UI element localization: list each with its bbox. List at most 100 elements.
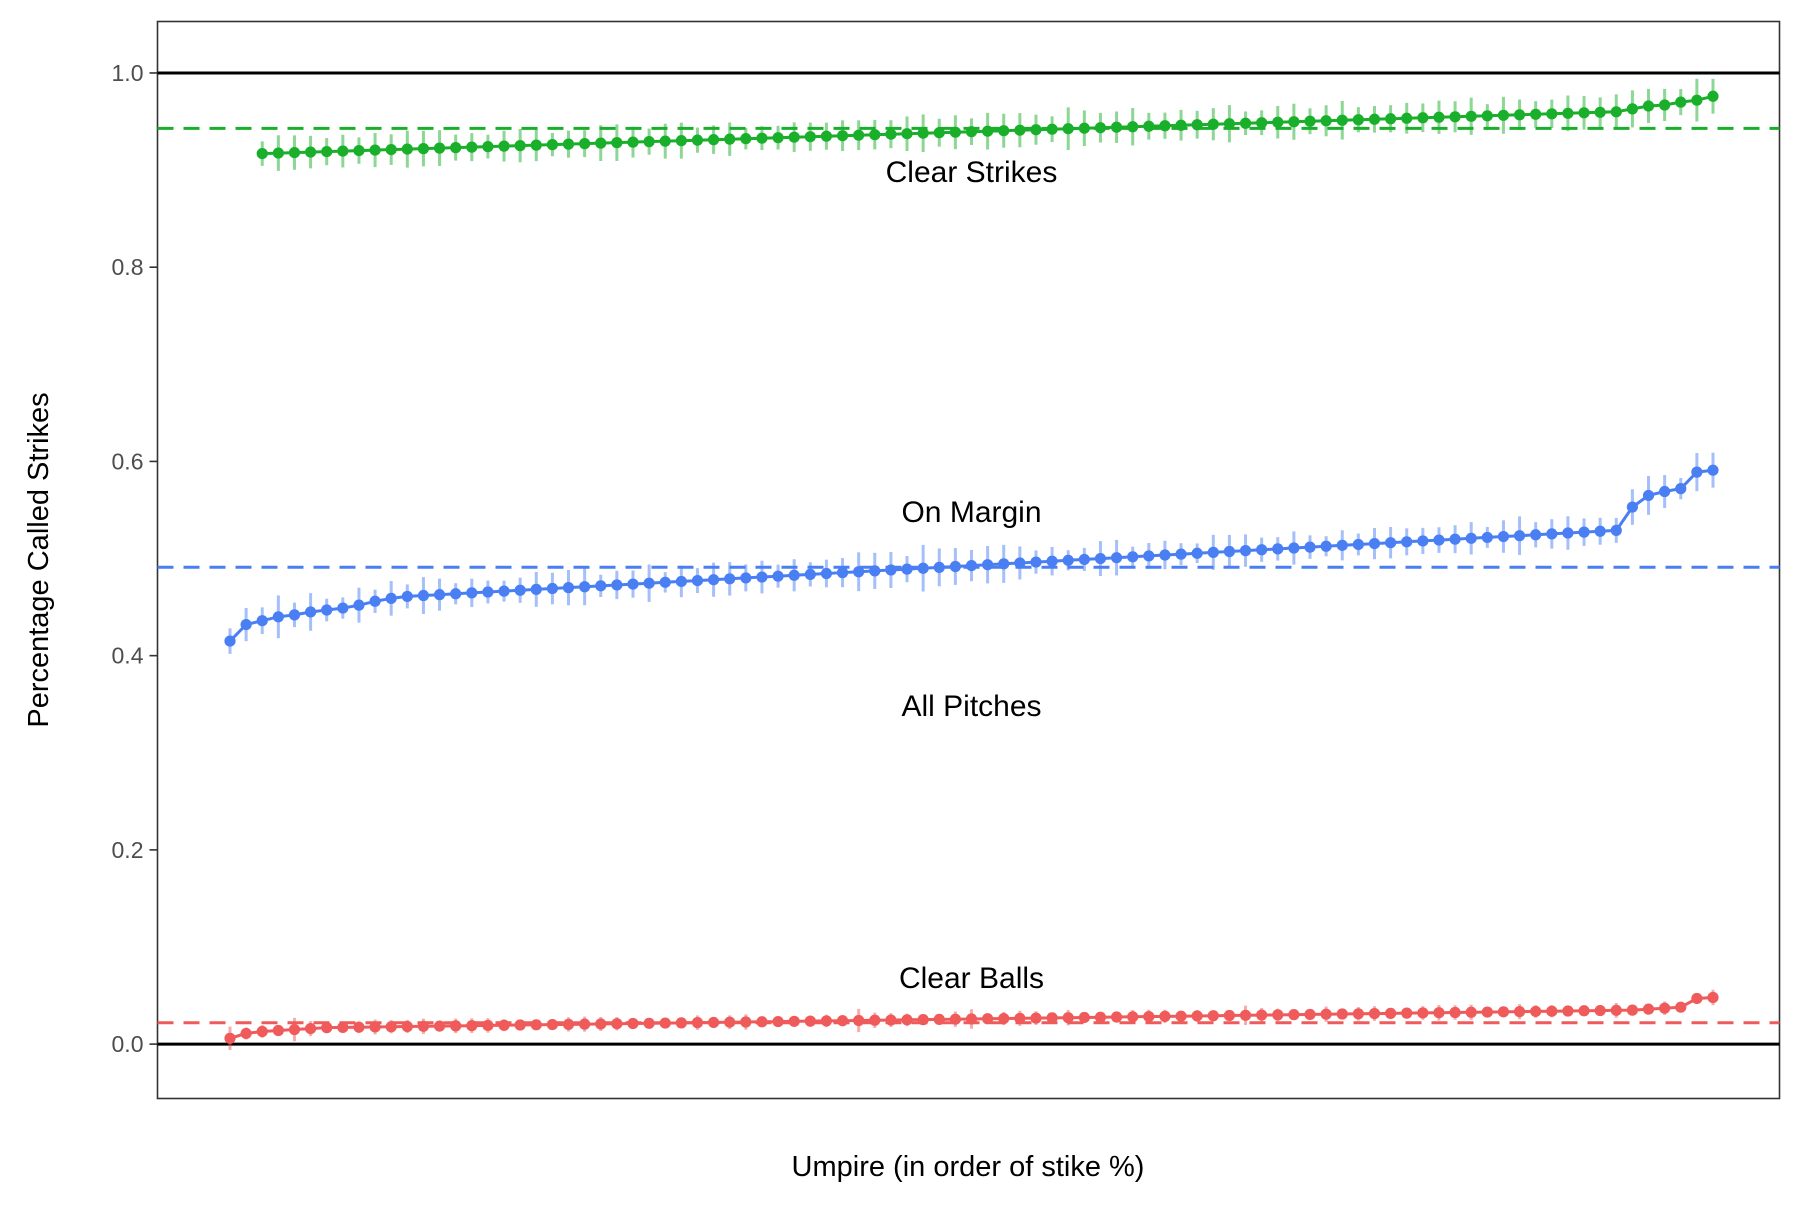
on-margin-point [498,585,510,597]
clear-balls-point [836,1015,849,1027]
clear-balls-point [675,1017,687,1029]
on-margin-point [1143,550,1155,562]
clear-balls-point [256,1025,268,1038]
clear-balls-point [1046,1012,1058,1024]
clear-strikes-point [1417,112,1429,124]
clear-strikes-point [869,129,881,141]
clear-strikes-point [1626,103,1639,115]
clear-strikes-point [530,139,542,151]
on-margin-point [804,568,816,581]
on-margin-point [675,575,687,588]
clear-strikes-point [1594,106,1606,118]
clear-balls-point [1530,1005,1542,1018]
on-margin-point [1256,544,1268,556]
on-margin-point [820,567,833,580]
on-margin-point [1385,537,1397,549]
clear-strikes-point [740,133,752,145]
on-margin-point [353,599,365,611]
clear-strikes-point [820,130,833,142]
clear-balls-point [1336,1008,1348,1020]
clear-strikes-point [256,147,268,160]
on-margin-point [998,558,1010,570]
clear-balls-point [1659,1002,1671,1014]
on-margin-point [288,609,301,621]
clear-strikes-point [1578,107,1590,119]
x-axis-label: Umpire (in order of stike %) [792,1151,1145,1183]
on-margin-point [1110,552,1123,564]
on-margin-point [1352,538,1364,551]
on-margin-point [869,565,881,577]
clear-strikes-point [982,125,994,137]
clear-balls-point [1078,1011,1090,1024]
all-pitches-label: All Pitches [901,690,1041,723]
clear-strikes-point [788,131,800,143]
on-margin-point [707,574,720,586]
clear-balls-point [530,1019,542,1031]
clear-strikes-point [933,127,945,139]
clear-strikes-point [1127,121,1139,133]
on-margin-point [1304,541,1316,553]
on-margin-point [595,580,607,592]
on-margin-point [1465,532,1477,544]
clear-strikes-point [1062,123,1074,135]
clear-balls-point [240,1027,252,1040]
on-margin-point [1610,524,1622,536]
clear-balls-point [1143,1011,1155,1023]
on-margin-point [788,569,800,581]
clear-strikes-point [288,146,301,159]
on-margin-point [1062,554,1074,566]
on-margin-point [659,576,671,588]
clear-strikes-point [707,134,720,146]
clear-strikes-point [514,140,526,152]
clear-strikes-point [321,145,333,158]
y-tick-label: 0.8 [112,254,144,280]
clear-strikes-point [546,139,558,151]
on-margin-point [1239,545,1252,557]
on-margin-point [901,563,913,575]
clear-strikes-point [949,126,961,138]
clear-strikes-point [1320,115,1332,127]
on-margin-point [982,559,994,571]
clear-strikes-point [466,141,478,153]
clear-strikes-point [369,144,381,156]
on-margin-point [1094,552,1107,565]
clear-strikes-point [450,142,462,154]
clear-strikes-point [1562,107,1574,119]
clear-strikes-label: Clear Strikes [886,156,1058,189]
clear-balls-point [466,1020,478,1032]
clear-balls-point [1175,1010,1187,1022]
clear-balls-point [611,1018,623,1030]
y-tick-label: 0.2 [112,837,144,863]
on-margin-point [1223,545,1236,558]
clear-strikes-point [804,131,816,143]
clear-balls-point [643,1017,655,1029]
on-margin-point [627,578,639,590]
clear-strikes-point [562,138,575,150]
clear-balls-point [917,1014,929,1026]
clear-strikes-point [691,134,704,146]
clear-strikes-point [1675,96,1687,108]
y-tick-label: 0.6 [112,448,144,474]
on-margin-point [1530,529,1542,541]
clear-balls-point [514,1019,526,1031]
clear-balls-point [740,1016,752,1028]
clear-balls-point [756,1016,768,1028]
clear-strikes-point [917,127,929,139]
on-margin-point [611,579,623,591]
on-margin-point [240,618,252,631]
clear-strikes-point [1256,117,1268,129]
clear-strikes-point [385,143,397,156]
on-margin-point [417,589,430,602]
clear-balls-point [659,1017,671,1029]
on-margin-point [562,582,575,594]
clear-balls-point [885,1014,897,1026]
clear-balls-point [1368,1007,1381,1020]
clear-balls-point [1481,1006,1493,1018]
clear-strikes-point [1497,109,1510,121]
on-margin-point [450,588,462,600]
on-margin-point [1691,466,1703,478]
clear-balls-point [498,1019,510,1031]
clear-strikes-point [1368,113,1381,125]
on-margin-point [1030,556,1042,568]
on-margin-point [401,590,413,603]
